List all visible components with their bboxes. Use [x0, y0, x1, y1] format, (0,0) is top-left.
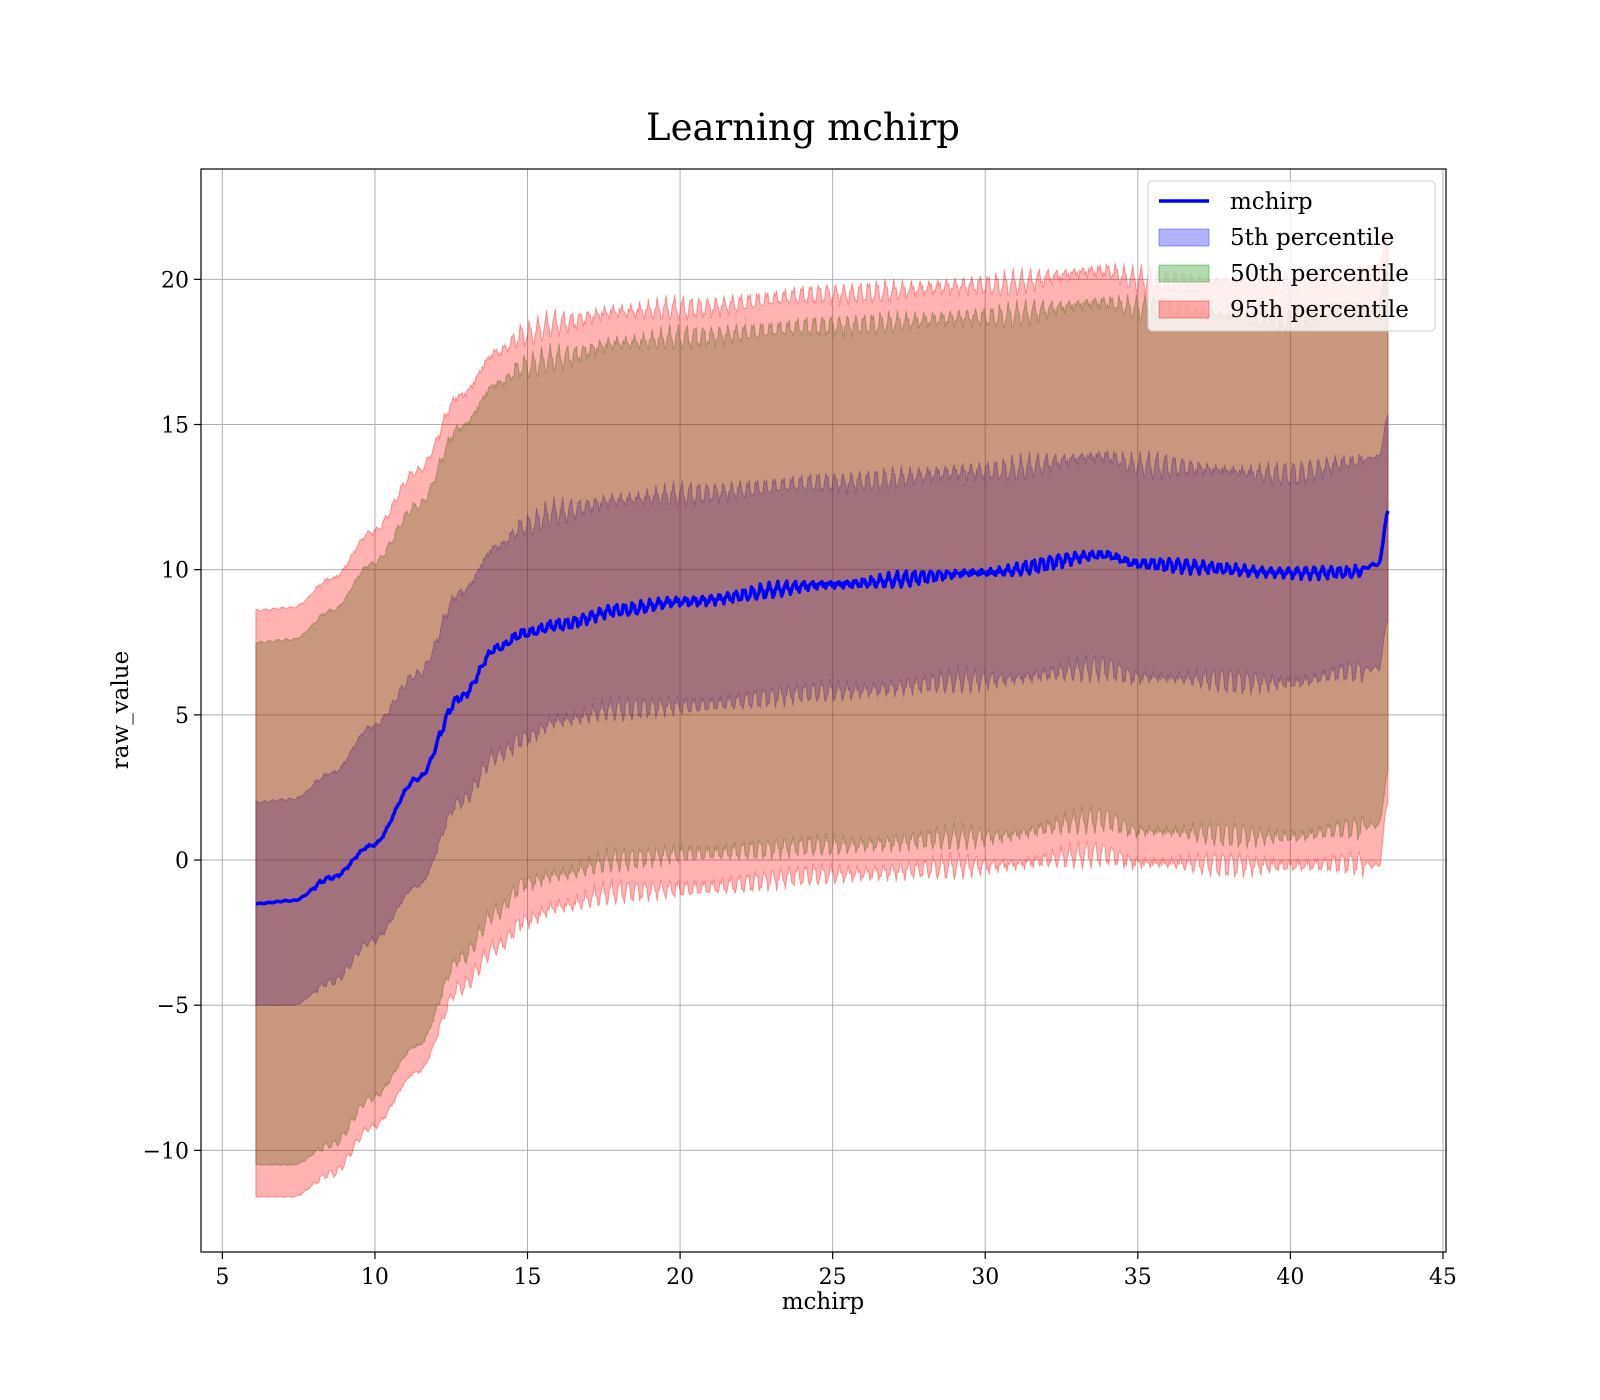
x-tick-label: 15: [514, 1265, 542, 1290]
x-tick-label: 45: [1429, 1265, 1457, 1290]
data-lines: [255, 510, 1390, 906]
x-tick-label: 10: [361, 1265, 389, 1290]
legend-label: mchirp: [1230, 189, 1313, 215]
band-2: [255, 231, 1389, 1199]
y-axis-label: raw_value: [108, 651, 134, 769]
y-tick-label: 20: [161, 268, 189, 293]
grid-lines: [201, 169, 1446, 1252]
legend: mchirp 5th percentile 50th percentile 95th …: [1147, 180, 1436, 332]
x-tick-label: 5: [215, 1265, 229, 1290]
band-0: [255, 414, 1389, 1007]
percentile-bands: [255, 231, 1389, 1199]
x-tick-label: 35: [1124, 1265, 1152, 1290]
y-tick-label: 15: [161, 414, 189, 439]
legend-box: [1147, 180, 1436, 332]
legend-swatch: [1158, 264, 1210, 283]
x-tick-label: 25: [819, 1265, 847, 1290]
y-tick-label: −5: [157, 994, 189, 1019]
y-tick-label: 10: [161, 559, 189, 584]
x-axis-label: mchirp: [782, 1289, 865, 1315]
y-tick-label: 5: [175, 704, 189, 729]
x-tick-label: 30: [971, 1265, 999, 1290]
plot-frame: [200, 168, 1447, 1253]
band-1: [255, 255, 1389, 1167]
y-tick-label: −10: [143, 1139, 189, 1164]
x-tick-label: 40: [1276, 1265, 1304, 1290]
y-axis-ticks: −10 −5 0 5 10 15 20: [143, 268, 201, 1164]
legend-label: 50th percentile: [1230, 261, 1409, 287]
x-axis-ticks: 5 10 15 20 25 30 35 40 45: [215, 1252, 1457, 1290]
series-line-mchirp: [255, 510, 1390, 906]
legend-swatch: [1158, 228, 1210, 247]
legend-label: 95th percentile: [1230, 297, 1409, 323]
y-tick-label: 0: [175, 849, 189, 874]
chart-title: Learning mchirp: [646, 106, 960, 149]
legend-label: 5th percentile: [1230, 225, 1394, 251]
legend-swatch: [1158, 300, 1210, 319]
x-tick-label: 20: [666, 1265, 694, 1290]
